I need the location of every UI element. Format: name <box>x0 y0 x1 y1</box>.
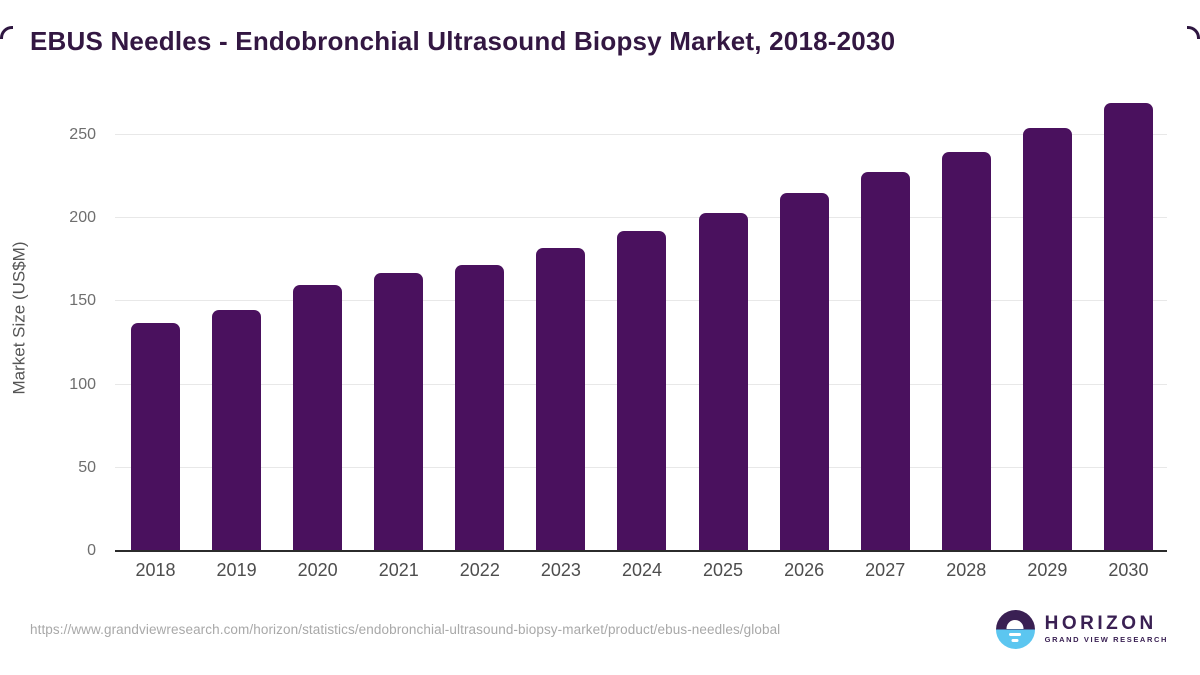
logo-wordmark: HORIZON <box>1044 612 1157 634</box>
sun-reflection-line <box>1009 633 1022 636</box>
page-title: EBUS Needles - Endobronchial Ultrasound … <box>30 26 896 56</box>
horizon-logo: HORIZON GRAND VIEW RESEARCH <box>995 609 1168 649</box>
sun-horizon-icon <box>995 609 1035 649</box>
x-tick-label-2022: 2022 <box>459 559 500 580</box>
y-tick-label-200: 200 <box>69 209 96 227</box>
bar-2025 <box>698 213 748 551</box>
x-tick-label-2027: 2027 <box>865 559 906 580</box>
x-tick-label-2020: 2020 <box>297 559 338 580</box>
footer: https://www.grandviewresearch.com/horizo… <box>30 603 1168 655</box>
gridline-200 <box>115 217 1167 219</box>
bar-2023 <box>536 248 586 551</box>
y-tick-label-250: 250 <box>69 125 96 143</box>
x-tick-label-2030: 2030 <box>1108 559 1149 580</box>
x-tick-label-2028: 2028 <box>946 559 987 580</box>
x-tick-label-2018: 2018 <box>135 559 176 580</box>
logo-tagline: GRAND VIEW RESEARCH <box>1044 635 1168 645</box>
bar-2027 <box>860 171 910 551</box>
x-tick-label-2021: 2021 <box>378 559 419 580</box>
frame-corner-top-left <box>0 26 13 39</box>
bar-2019 <box>212 309 262 551</box>
bar-chart: Market Size (US$M) 0 50 100 150 200 250 <box>10 85 1167 559</box>
bar-2026 <box>779 193 829 551</box>
y-tick-label-50: 50 <box>78 458 96 476</box>
y-axis-title-text: Market Size (US$M) <box>10 241 29 395</box>
bar-2020 <box>293 284 343 551</box>
sun-reflection-line <box>1011 639 1019 642</box>
x-tick-label-2025: 2025 <box>703 559 744 580</box>
x-tick-label-2023: 2023 <box>540 559 581 580</box>
bar-2021 <box>374 273 424 551</box>
x-tick-label-2019: 2019 <box>216 559 257 580</box>
bar-2029 <box>1022 128 1072 551</box>
y-tick-label-150: 150 <box>69 292 96 310</box>
sun-shape <box>1006 620 1024 629</box>
x-tick-label-2024: 2024 <box>621 559 662 580</box>
bars-container <box>115 85 1167 551</box>
logo-wordmark-block: HORIZON GRAND VIEW RESEARCH <box>1044 612 1168 645</box>
y-tick-label-100: 100 <box>69 375 96 393</box>
y-axis-title: Market Size (US$M) <box>3 85 37 551</box>
x-tick-label-2029: 2029 <box>1027 559 1068 580</box>
frame-corner-top-right <box>1187 26 1200 39</box>
bar-2028 <box>941 151 991 551</box>
bar-2024 <box>617 231 667 551</box>
bar-2018 <box>131 323 180 551</box>
gridline-250 <box>115 133 1167 135</box>
x-tick-label-2026: 2026 <box>784 559 825 580</box>
bar-2030 <box>1103 103 1153 551</box>
x-axis-labels: 2018 2019 2020 2021 2022 2023 2024 2025 2026 2027… <box>115 551 1167 589</box>
x-axis-line <box>115 550 1167 552</box>
source-url: https://www.grandviewresearch.com/horizo… <box>30 621 781 637</box>
y-tick-label-0: 0 <box>87 542 96 559</box>
bar-2022 <box>455 264 505 551</box>
